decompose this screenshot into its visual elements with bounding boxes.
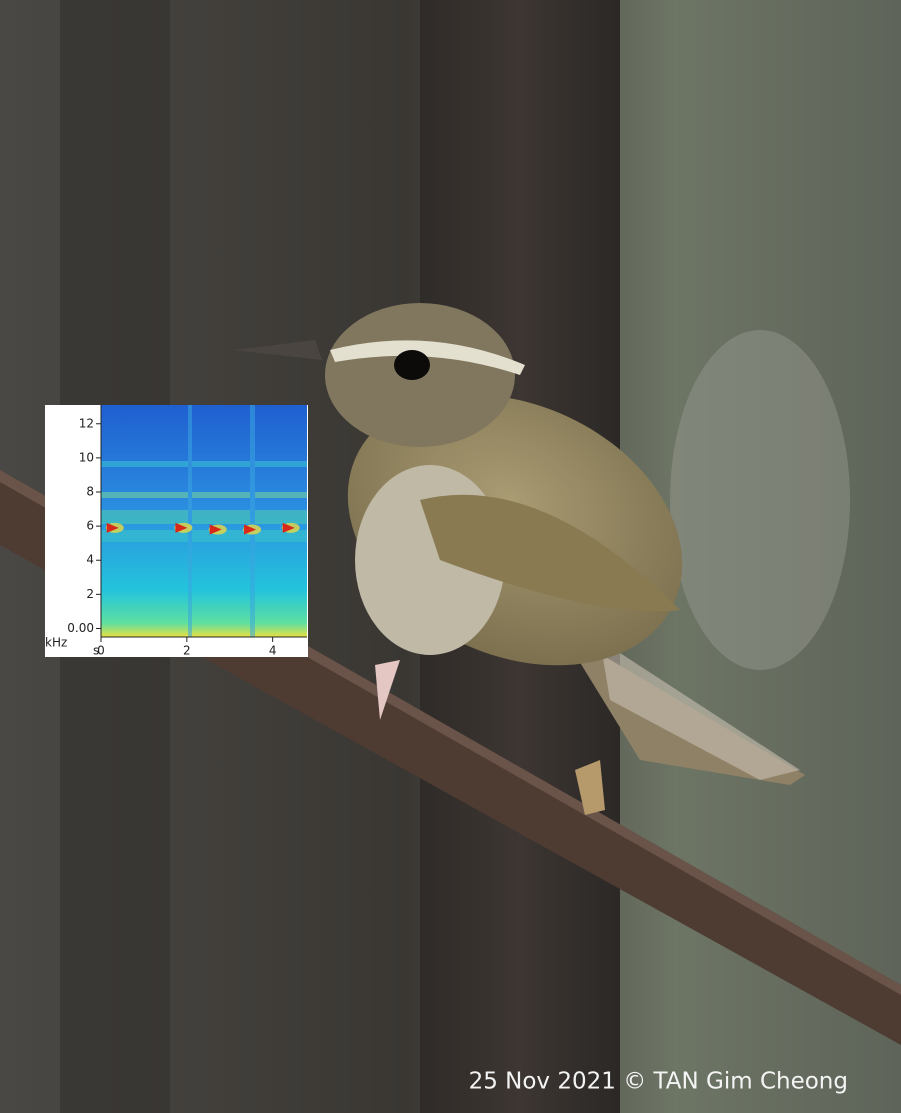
x-tick-label: 4 xyxy=(269,644,277,658)
y-tick-label: 10 xyxy=(79,450,94,464)
eye xyxy=(394,350,430,380)
x-tick-label: 0 xyxy=(97,644,105,658)
tail-edge xyxy=(600,640,800,780)
leg xyxy=(375,660,400,720)
y-tick-label: 12 xyxy=(79,416,94,430)
note xyxy=(106,522,119,533)
y-tick-label: 2 xyxy=(86,587,94,601)
spectrogram-texture xyxy=(101,405,307,637)
x-axis-label: s xyxy=(93,644,99,658)
light-blur xyxy=(670,330,850,670)
leg xyxy=(575,760,605,815)
y-tick-label: 4 xyxy=(86,553,94,567)
beak xyxy=(233,340,322,360)
y-tick-label: 6 xyxy=(86,519,94,533)
note xyxy=(282,522,295,533)
y-tick-label: 0.00 xyxy=(67,621,94,635)
note xyxy=(175,522,188,533)
caption: 25 Nov 2021 © TAN Gim Cheong xyxy=(469,1069,848,1095)
supercilium xyxy=(330,340,525,375)
note xyxy=(244,524,257,535)
y-axis-label: kHz xyxy=(45,636,67,650)
note xyxy=(209,524,222,535)
x-tick-label: 2 xyxy=(183,644,191,658)
wing xyxy=(420,494,680,612)
y-tick-label: 8 xyxy=(86,485,94,499)
